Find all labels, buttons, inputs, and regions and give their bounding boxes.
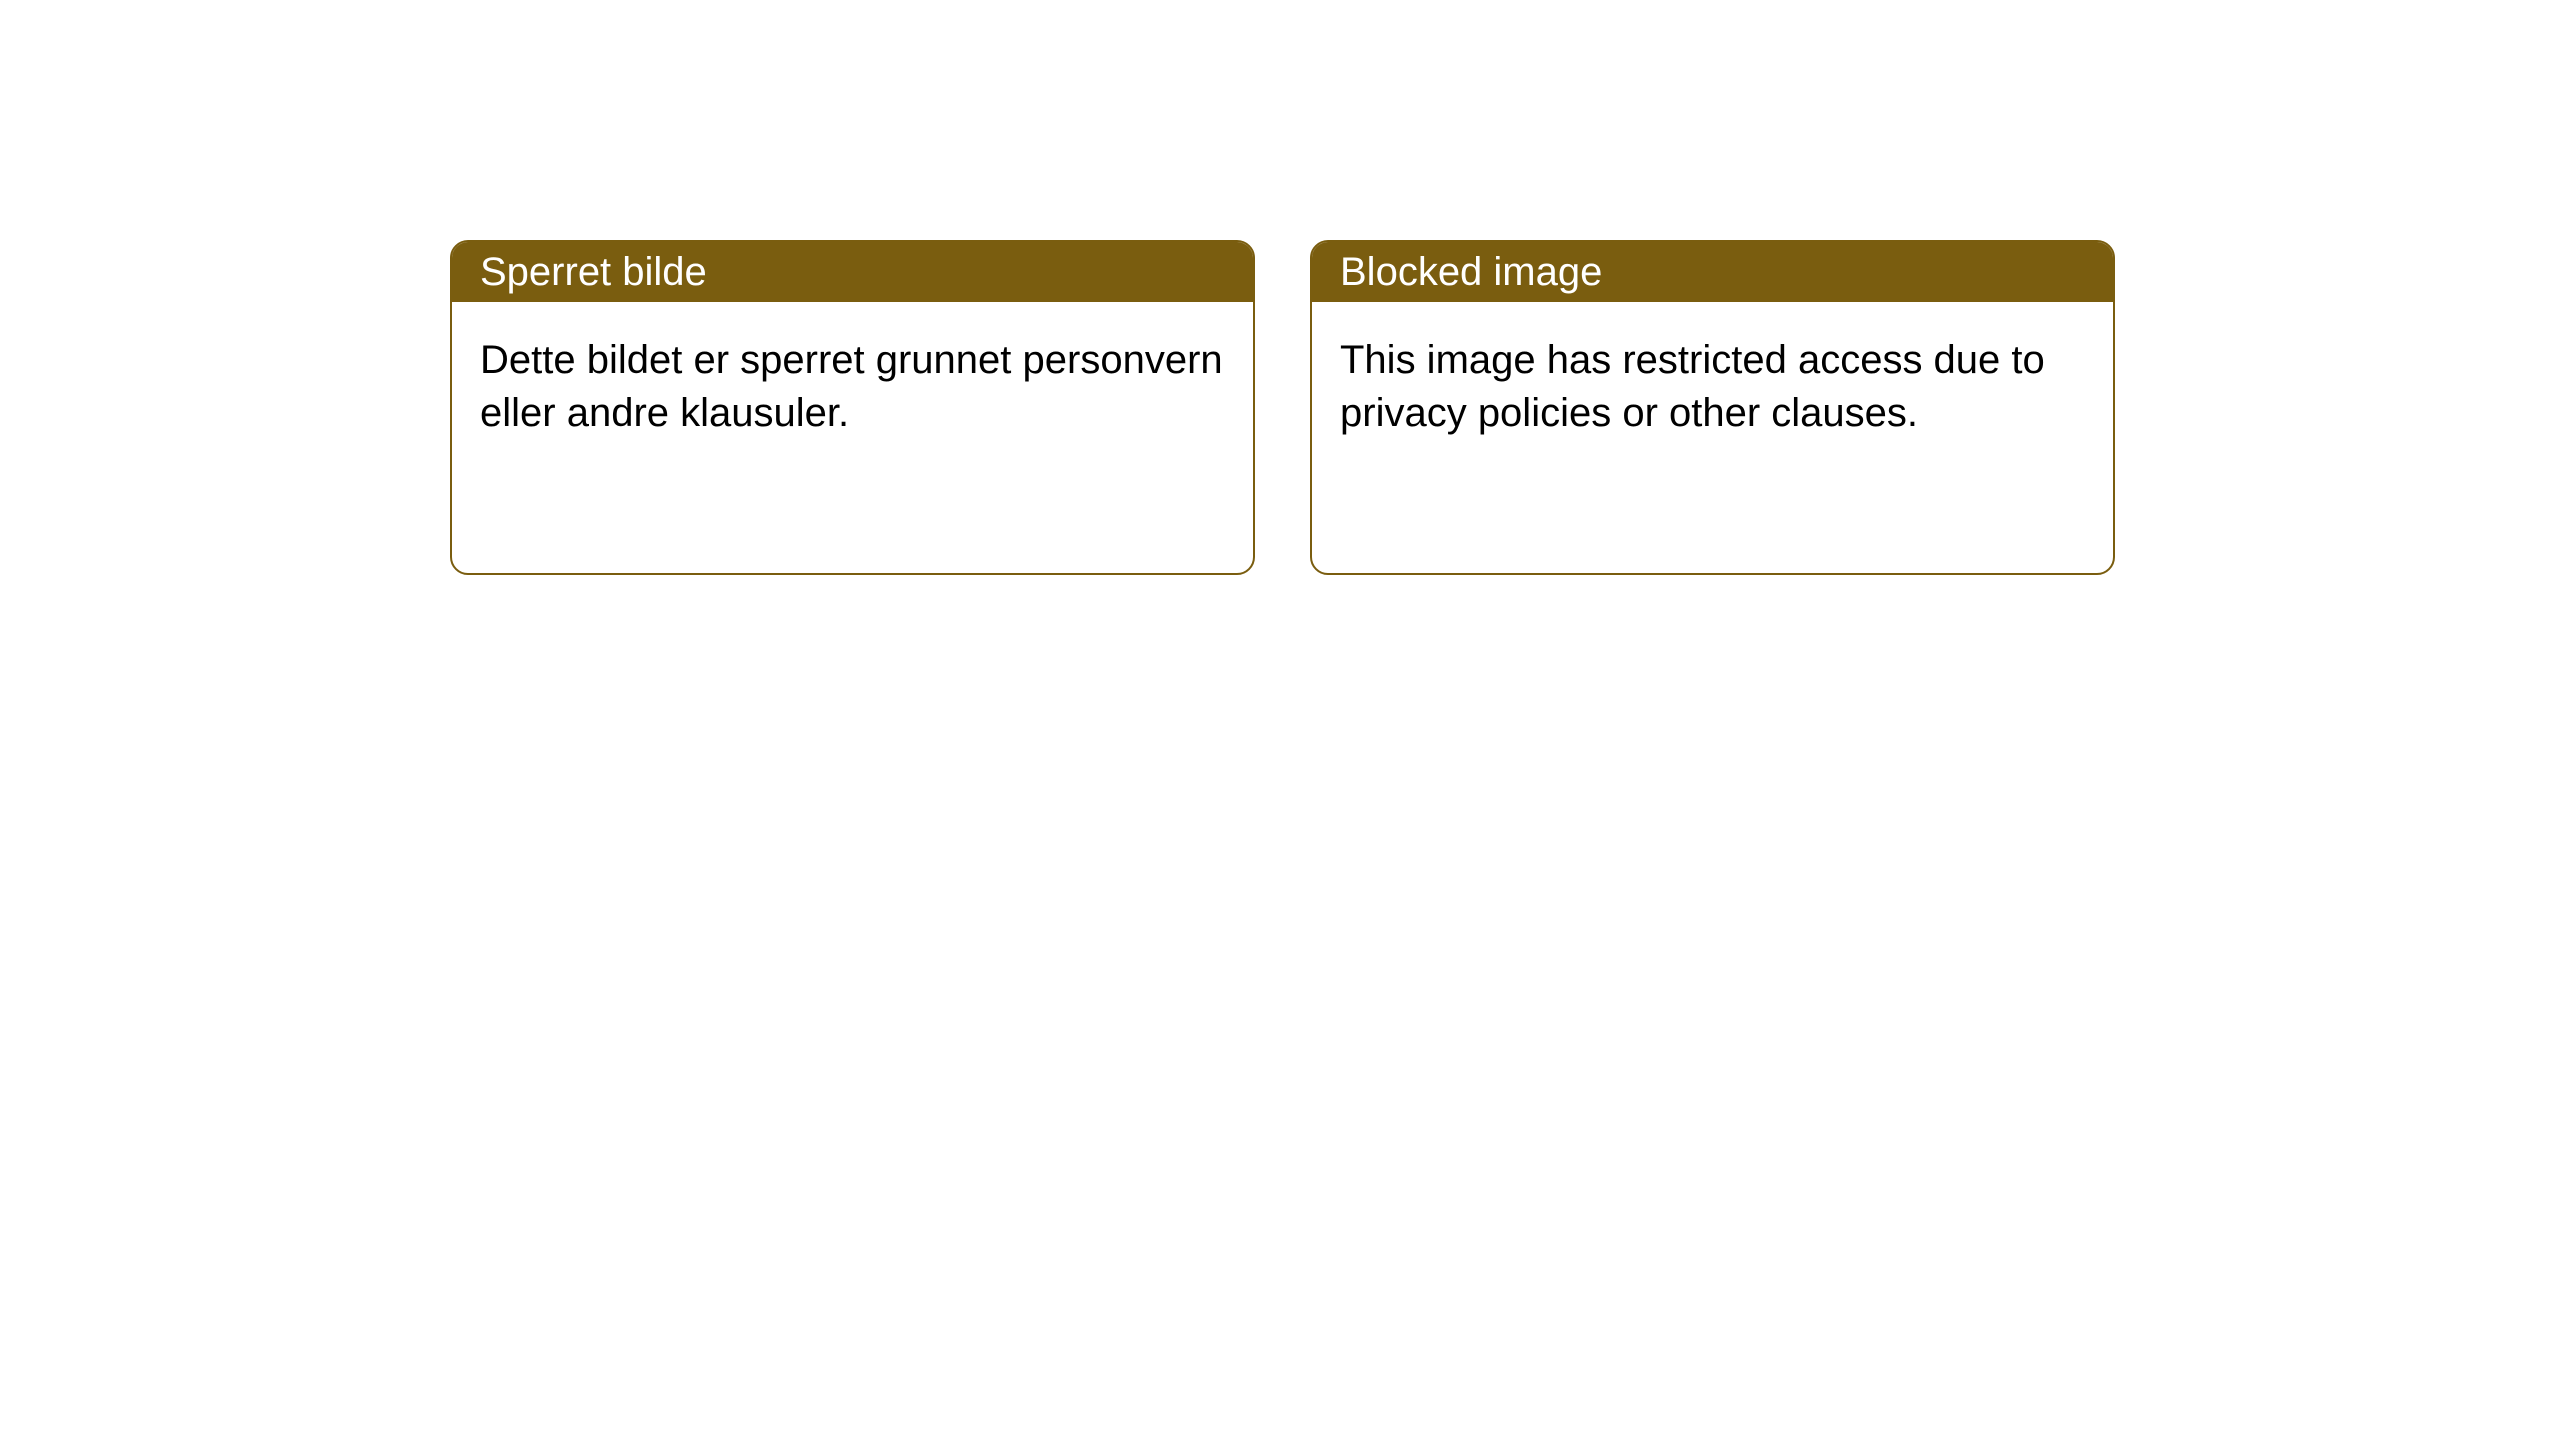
notice-title: Sperret bilde	[480, 250, 707, 295]
notice-header: Sperret bilde	[452, 242, 1253, 302]
notice-message: Dette bildet er sperret grunnet personve…	[480, 338, 1223, 435]
notice-message: This image has restricted access due to …	[1340, 338, 2045, 435]
notice-container: Sperret bilde Dette bildet er sperret gr…	[0, 0, 2560, 575]
notice-body: Dette bildet er sperret grunnet personve…	[452, 302, 1253, 472]
notice-title: Blocked image	[1340, 250, 1602, 295]
notice-header: Blocked image	[1312, 242, 2113, 302]
notice-card-norwegian: Sperret bilde Dette bildet er sperret gr…	[450, 240, 1255, 575]
notice-card-english: Blocked image This image has restricted …	[1310, 240, 2115, 575]
notice-body: This image has restricted access due to …	[1312, 302, 2113, 472]
